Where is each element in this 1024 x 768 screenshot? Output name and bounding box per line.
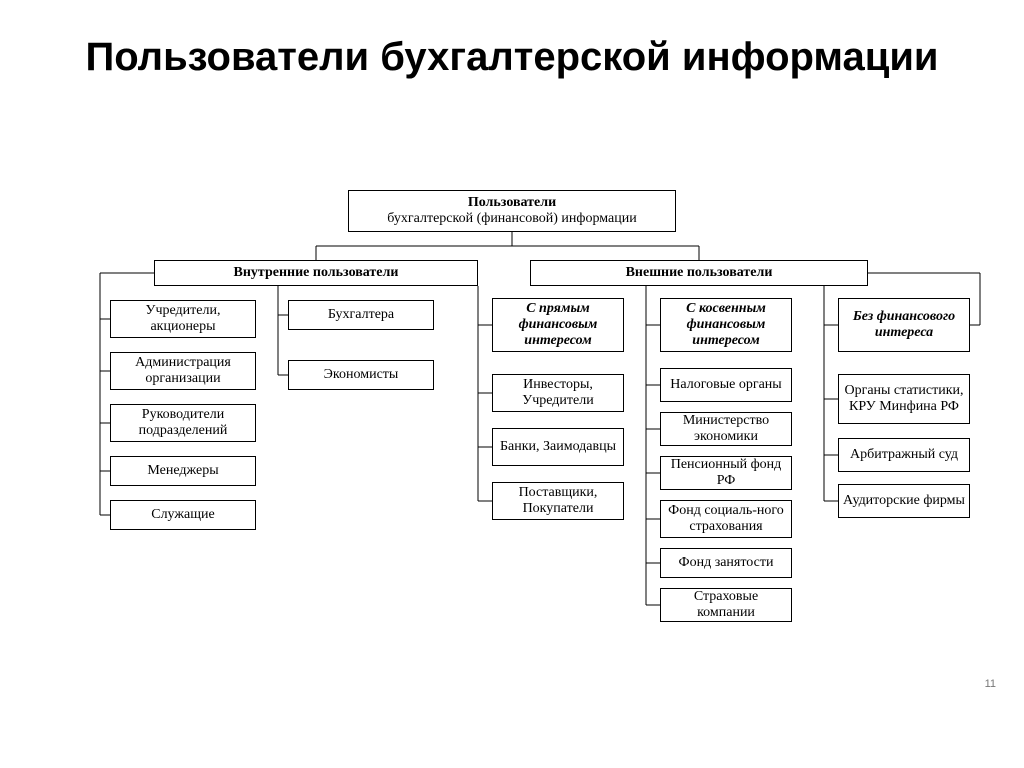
node-internal-col1-3: Менеджеры [110,456,256,486]
node-internal-col2-0: Бухгалтера [288,300,434,330]
slide-title: Пользователи бухгалтерской информации [0,34,1024,80]
slide: Пользователи бухгалтерской информации По… [0,0,1024,768]
node-ext-indirect-0: Налоговые органы [660,368,792,402]
node-ext-direct-0: Инвесторы, Учредители [492,374,624,412]
node-ext-indirect-3: Фонд социаль-ного страхования [660,500,792,538]
node-ext-direct-header: С прямым финансовым интересом [492,298,624,352]
node-ext-direct-1: Банки, Заимодавцы [492,428,624,466]
root-line2: бухгалтерской (финансовой) информации [387,211,636,227]
node-ext-none-2: Аудиторские фирмы [838,484,970,518]
node-internal: Внутренние пользователи [154,260,478,286]
node-internal-col1-4: Служащие [110,500,256,530]
node-internal-col1-2: Руководители подразделений [110,404,256,442]
node-ext-none-header: Без финансового интереса [838,298,970,352]
node-ext-indirect-header: С косвенным финансовым интересом [660,298,792,352]
node-ext-indirect-1: Министерство экономики [660,412,792,446]
node-ext-direct-2: Поставщики, Покупатели [492,482,624,520]
node-ext-indirect-2: Пенсионный фонд РФ [660,456,792,490]
root-line1: Пользователи [468,195,556,211]
node-ext-indirect-4: Фонд занятости [660,548,792,578]
node-internal-col1-1: Администрация организации [110,352,256,390]
node-internal-col1-0: Учредители, акционеры [110,300,256,338]
node-internal-col2-1: Экономисты [288,360,434,390]
node-ext-none-1: Арбитражный суд [838,438,970,472]
node-ext-none-0: Органы статистики, КРУ Минфина РФ [838,374,970,424]
page-number: 11 [985,678,996,690]
node-ext-indirect-5: Страховые компании [660,588,792,622]
node-root: Пользователи бухгалтерской (финансовой) … [348,190,676,232]
node-external: Внешние пользователи [530,260,868,286]
